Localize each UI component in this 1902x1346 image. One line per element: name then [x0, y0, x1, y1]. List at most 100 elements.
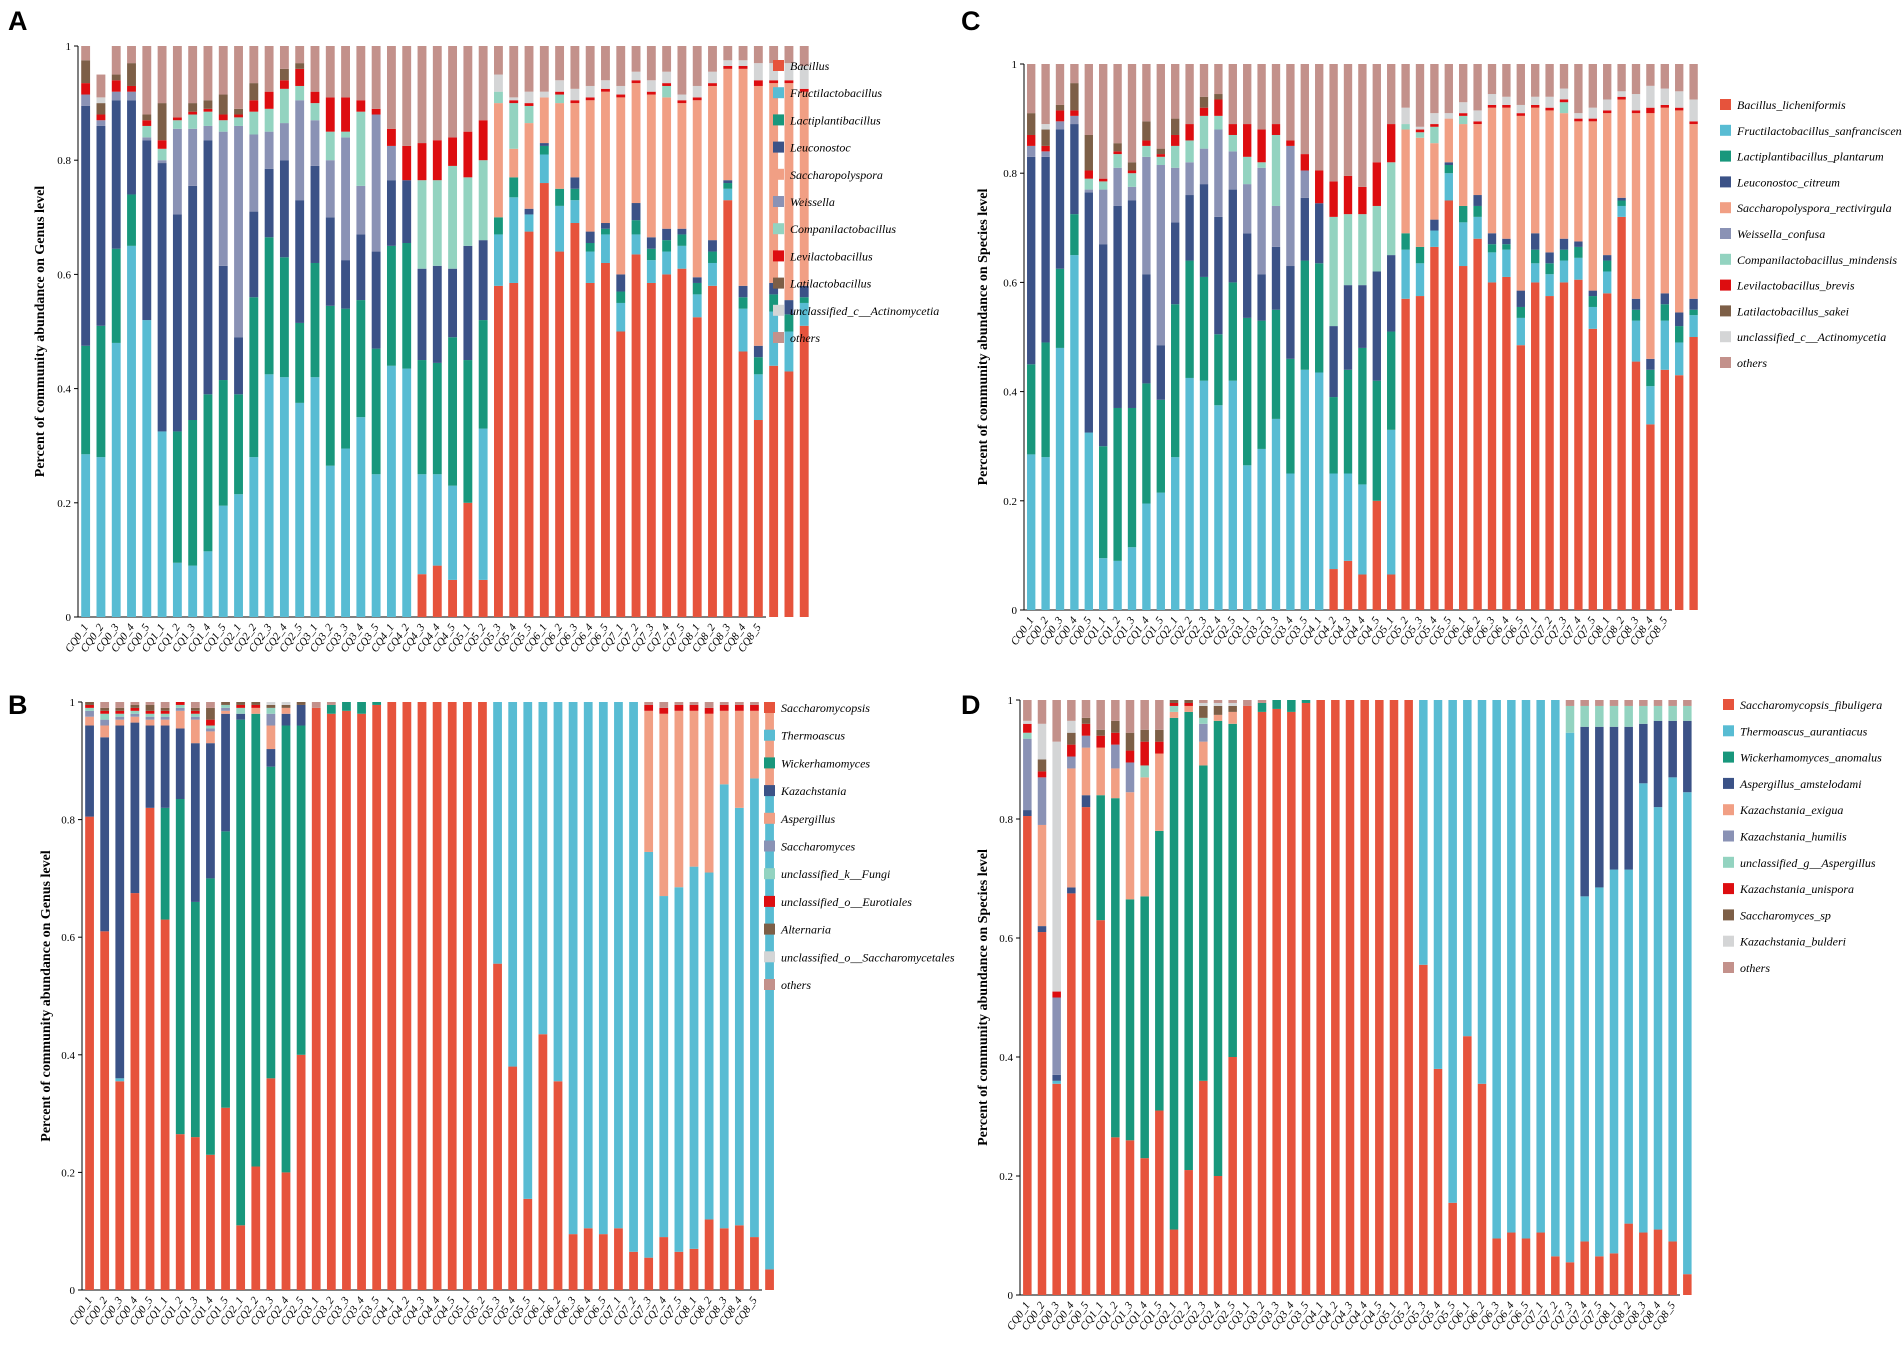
bar-segment: [236, 702, 246, 705]
bar-segment: [570, 223, 580, 617]
bar-segment: [218, 380, 228, 506]
bar-segment: [448, 165, 458, 269]
bar-segment: [1401, 129, 1410, 234]
bar-segment: [371, 348, 381, 475]
bar-segment: [784, 371, 794, 617]
bar-segment: [175, 704, 185, 708]
bar-segment: [478, 320, 488, 429]
legend-swatch: [1723, 909, 1734, 921]
bar-segment: [692, 100, 702, 278]
bar-CQ4_5: [448, 46, 458, 617]
bar-segment: [523, 702, 533, 1199]
bar-segment: [1271, 64, 1281, 125]
bar-segment: [1099, 64, 1108, 179]
bar-segment: [799, 46, 809, 66]
bar-segment: [478, 240, 488, 321]
bar-segment: [1415, 296, 1425, 610]
bar-segment: [1084, 178, 1093, 190]
bar-CQ0_1: [1027, 64, 1036, 610]
bar-segment: [1142, 156, 1151, 275]
bar-segment: [509, 282, 519, 617]
bar-segment: [692, 294, 702, 318]
bar-segment: [264, 237, 274, 375]
bar-segment: [1142, 64, 1151, 122]
bar-CQ7_4: [1574, 64, 1583, 610]
bar-segment: [357, 713, 366, 1290]
bar-segment: [1185, 260, 1194, 378]
bar-segment: [585, 85, 595, 98]
bar-segment: [784, 300, 794, 315]
bar-segment: [206, 728, 215, 732]
bar-segment: [1096, 729, 1105, 736]
bar-segment: [251, 707, 261, 714]
bar-segment: [704, 872, 714, 1220]
legend-swatch: [1720, 176, 1731, 188]
bar-segment: [1689, 99, 1698, 122]
bar-segment: [341, 308, 350, 449]
bar-segment: [448, 579, 458, 617]
bar-segment: [509, 148, 519, 178]
bar-segment: [1127, 200, 1137, 408]
bar-segment: [1169, 702, 1179, 706]
bar-segment: [1430, 230, 1439, 247]
legend-swatch: [1720, 202, 1731, 214]
bar-CQ6_1: [1459, 64, 1468, 610]
legend-swatch: [764, 923, 775, 935]
bar-segment: [296, 1054, 306, 1290]
bar-CQ8_5: [1668, 700, 1677, 1295]
bar-segment: [1574, 241, 1583, 247]
bar-segment: [190, 743, 200, 902]
legend-swatch: [1720, 253, 1731, 265]
bar-segment: [524, 91, 534, 104]
bar-CQ3_5: [371, 46, 381, 617]
bar-segment: [1448, 700, 1457, 1203]
bar-segment: [1099, 446, 1108, 559]
bar-segment: [160, 719, 170, 726]
bar-segment: [1027, 454, 1036, 610]
bar-segment: [1300, 260, 1309, 370]
bar-segment: [765, 793, 774, 1270]
bar-segment: [463, 502, 473, 617]
bar-segment: [1037, 777, 1047, 825]
bar-segment: [172, 431, 182, 563]
bar-segment: [1286, 473, 1295, 610]
bar-segment: [1142, 140, 1151, 146]
bar-segment: [251, 713, 261, 1167]
bar-segment: [753, 80, 763, 86]
bar-segment: [111, 248, 121, 343]
bar-CQ5_5: [1448, 700, 1457, 1295]
bar-segment: [1574, 121, 1583, 242]
bar-segment: [279, 377, 289, 617]
bar-segment: [111, 46, 121, 75]
legend-swatch: [1720, 331, 1731, 343]
bar-segment: [1502, 249, 1511, 277]
bar-segment: [1184, 705, 1193, 712]
bar-segment: [1171, 222, 1180, 305]
bar-segment: [494, 217, 503, 235]
bar-segment: [1084, 134, 1093, 171]
legend-swatch: [773, 141, 784, 153]
bar-segment: [295, 322, 305, 403]
bar-segment: [85, 816, 94, 1290]
bar-segment: [1609, 869, 1619, 1254]
bar-segment: [644, 851, 654, 1258]
bar-CQ7_5: [674, 702, 684, 1290]
bar-segment: [1127, 407, 1137, 548]
bar-segment: [1052, 1074, 1061, 1081]
bar-segment: [1689, 309, 1698, 316]
bar-segment: [753, 85, 763, 346]
bar-segment: [1531, 282, 1540, 610]
bar-segment: [1580, 1241, 1589, 1295]
bar-CQ3_4: [357, 702, 366, 1290]
bar-segment: [508, 702, 518, 1067]
bar-segment: [1588, 121, 1597, 291]
bar-segment: [1639, 723, 1648, 784]
bar-segment: [1081, 723, 1091, 736]
bar-CQ0_2: [1037, 700, 1047, 1295]
bar-segment: [784, 331, 794, 372]
bar-segment: [1617, 99, 1626, 198]
bar-segment: [127, 91, 136, 101]
legend-label: Kazachstania: [780, 784, 846, 798]
bar-segment: [145, 807, 155, 1290]
bar-segment: [1401, 124, 1410, 130]
